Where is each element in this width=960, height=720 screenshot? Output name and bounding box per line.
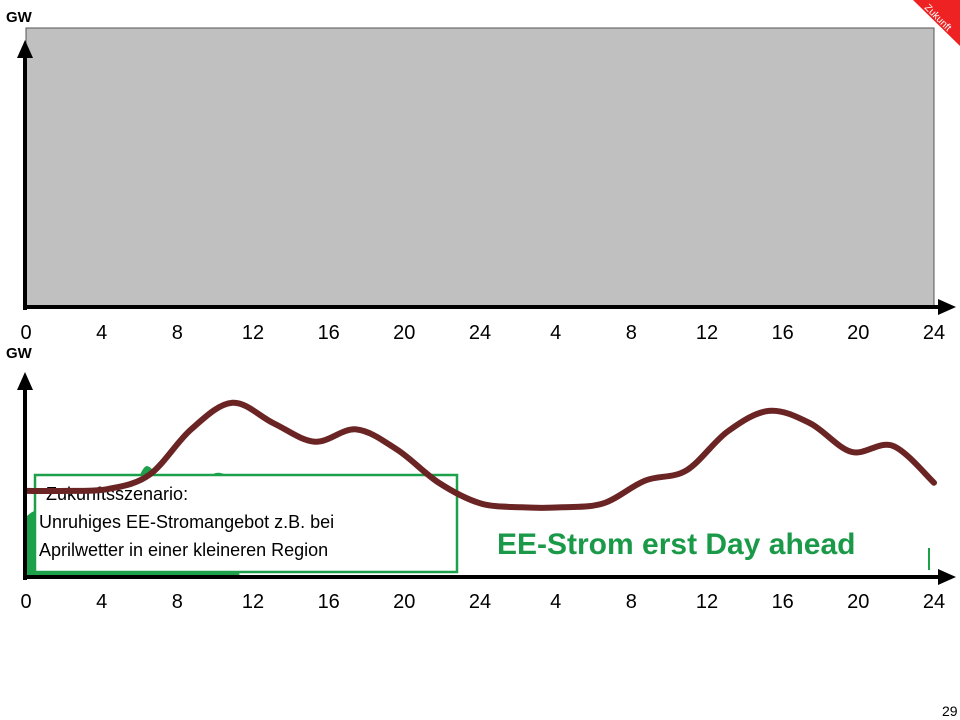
scenario-note-line-2: Unruhiges EE-Stromangebot z.B. bei [39, 512, 334, 532]
top-x-tick-label: 8 [172, 322, 183, 344]
top-y-axis-arrow [17, 40, 33, 58]
top-grey-area [25, 27, 935, 307]
future-badge-ribbon [913, 0, 960, 46]
bottom-x-tick-label: 16 [318, 591, 340, 613]
top-x-tick-label: 24 [923, 322, 945, 344]
top-x-tick-label: 16 [318, 322, 340, 344]
page-number: 29 [942, 703, 958, 719]
bottom-x-tick-label: 0 [20, 591, 31, 613]
top-chart: GW 0 4 8 12 16 20 24 4 8 12 16 20 24 [6, 9, 956, 344]
bottom-x-tick-label: 20 [847, 591, 869, 613]
bottom-x-tick-label: 12 [696, 591, 718, 613]
top-x-tick-label: 12 [242, 322, 264, 344]
bottom-x-tick-label: 24 [923, 591, 945, 613]
top-y-unit-label: GW [6, 9, 33, 26]
bottom-x-tick-labels: 0 4 8 12 16 20 24 4 8 12 16 20 24 [20, 591, 945, 613]
top-x-tick-label: 4 [550, 322, 561, 344]
top-x-tick-label: 4 [96, 322, 107, 344]
bottom-x-tick-label: 24 [469, 591, 491, 613]
bottom-x-axis-arrow [938, 569, 956, 585]
top-x-tick-label: 12 [696, 322, 718, 344]
bottom-x-tick-label: 20 [393, 591, 415, 613]
bottom-x-tick-label: 12 [242, 591, 264, 613]
bottom-x-tick-label: 4 [550, 591, 561, 613]
top-x-tick-label: 20 [393, 322, 415, 344]
top-x-tick-label: 0 [20, 322, 31, 344]
bottom-x-tick-label: 8 [626, 591, 637, 613]
scenario-note-line-3: Aprilwetter in einer kleineren Region [39, 540, 328, 560]
bottom-y-unit-label: GW [6, 345, 33, 362]
demand-line [23, 399, 937, 511]
day-ahead-headline: EE-Strom erst Day ahead [497, 528, 855, 561]
top-x-tick-label: 20 [847, 322, 869, 344]
bottom-chart: GW Zukunftsszenario: Unruhiges EE-Stroma… [6, 345, 956, 613]
top-x-tick-labels: 0 4 8 12 16 20 24 4 8 12 16 20 24 [20, 322, 945, 344]
bottom-x-tick-label: 4 [96, 591, 107, 613]
top-x-tick-label: 16 [772, 322, 794, 344]
bottom-x-tick-label: 8 [172, 591, 183, 613]
top-x-tick-label: 8 [626, 322, 637, 344]
top-x-tick-label: 24 [469, 322, 491, 344]
bottom-x-tick-label: 16 [772, 591, 794, 613]
bottom-y-axis-arrow [17, 372, 33, 390]
top-x-axis-arrow [938, 299, 956, 315]
